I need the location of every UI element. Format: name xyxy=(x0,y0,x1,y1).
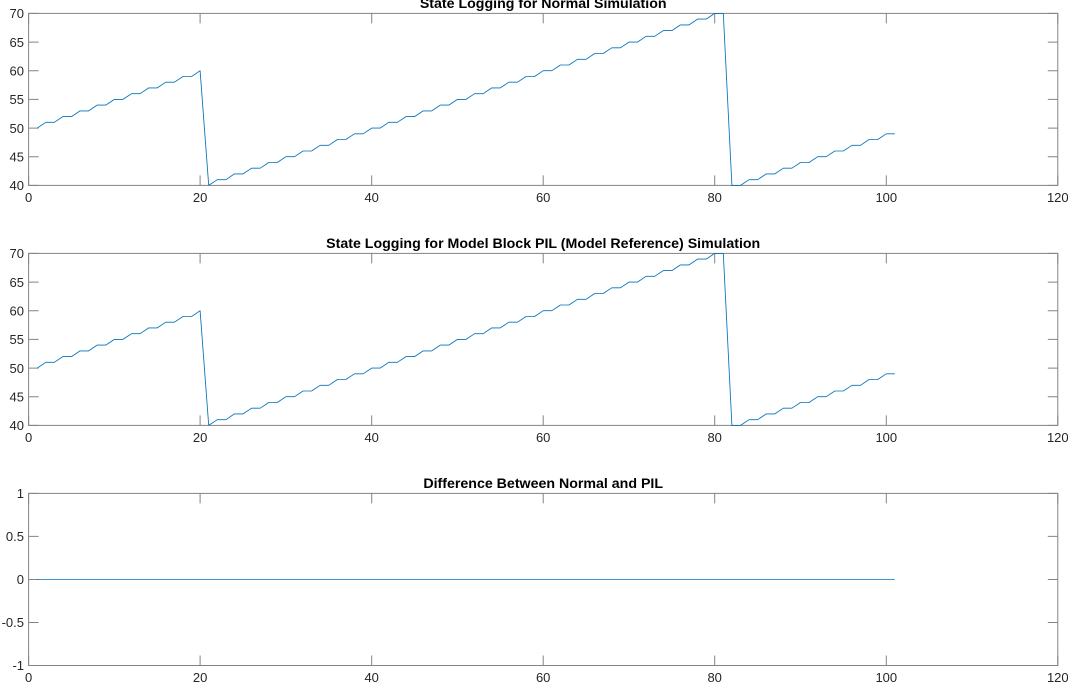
svg-text:40: 40 xyxy=(10,178,24,193)
svg-text:60: 60 xyxy=(10,63,24,78)
svg-text:80: 80 xyxy=(707,670,721,685)
svg-text:45: 45 xyxy=(10,149,24,164)
svg-text:-0.5: -0.5 xyxy=(2,615,24,630)
svg-text:20: 20 xyxy=(193,670,207,685)
svg-text:0: 0 xyxy=(25,190,32,205)
svg-text:65: 65 xyxy=(10,35,24,50)
svg-text:0: 0 xyxy=(17,572,24,587)
svg-text:40: 40 xyxy=(364,190,378,205)
svg-text:120: 120 xyxy=(1047,190,1069,205)
svg-text:100: 100 xyxy=(875,670,897,685)
svg-text:State Logging for Normal Simul: State Logging for Normal Simulation xyxy=(420,0,667,12)
svg-text:50: 50 xyxy=(10,361,24,376)
svg-text:20: 20 xyxy=(193,190,207,205)
svg-text:45: 45 xyxy=(10,389,24,404)
svg-text:55: 55 xyxy=(10,92,24,107)
svg-text:70: 70 xyxy=(10,246,24,261)
svg-text:60: 60 xyxy=(10,303,24,318)
svg-text:55: 55 xyxy=(10,332,24,347)
svg-text:100: 100 xyxy=(875,190,897,205)
svg-text:100: 100 xyxy=(875,430,897,445)
svg-text:0: 0 xyxy=(25,430,32,445)
svg-text:50: 50 xyxy=(10,121,24,136)
svg-text:0.5: 0.5 xyxy=(6,529,24,544)
svg-text:80: 80 xyxy=(707,430,721,445)
svg-text:40: 40 xyxy=(10,418,24,433)
svg-text:Difference Between Normal and: Difference Between Normal and PIL xyxy=(423,476,663,492)
svg-text:State Logging for Model Block: State Logging for Model Block PIL (Model… xyxy=(326,236,760,252)
svg-text:40: 40 xyxy=(364,670,378,685)
svg-text:0: 0 xyxy=(25,670,32,685)
svg-text:60: 60 xyxy=(536,670,550,685)
svg-text:80: 80 xyxy=(707,190,721,205)
svg-text:70: 70 xyxy=(10,6,24,21)
svg-text:120: 120 xyxy=(1047,430,1069,445)
svg-text:-1: -1 xyxy=(12,658,24,673)
svg-text:1: 1 xyxy=(17,486,24,501)
svg-text:60: 60 xyxy=(536,430,550,445)
svg-text:20: 20 xyxy=(193,430,207,445)
svg-text:60: 60 xyxy=(536,190,550,205)
svg-text:120: 120 xyxy=(1047,670,1069,685)
svg-text:65: 65 xyxy=(10,275,24,290)
svg-text:40: 40 xyxy=(364,430,378,445)
